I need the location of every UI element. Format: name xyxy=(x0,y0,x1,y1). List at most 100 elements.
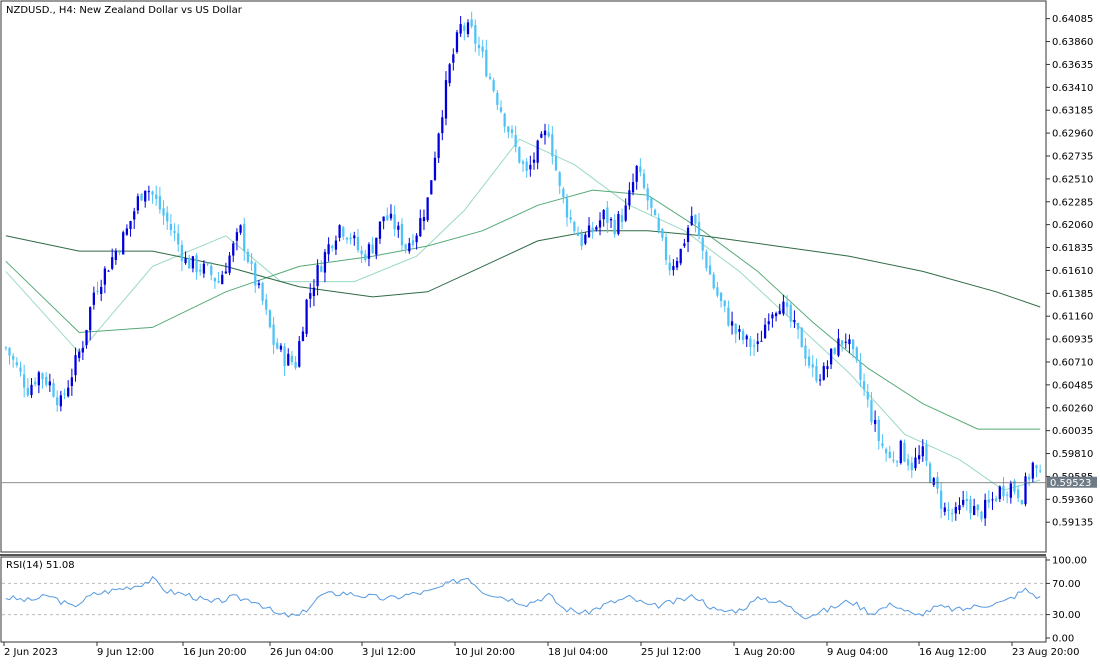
candle xyxy=(650,197,653,217)
candle xyxy=(917,445,921,465)
candle-body xyxy=(668,262,671,271)
candle xyxy=(870,392,873,425)
candle xyxy=(518,146,521,164)
candle xyxy=(829,348,833,370)
candle-body xyxy=(67,387,70,397)
candle xyxy=(730,311,734,335)
candle xyxy=(507,125,510,139)
candle-body xyxy=(217,280,220,283)
candle-body xyxy=(690,215,693,225)
candle-body xyxy=(565,198,569,218)
candle-body xyxy=(837,338,840,356)
candle xyxy=(954,502,957,521)
rsi-panel[interactable]: RSI(14) 51.08 xyxy=(0,556,1047,643)
candle-body xyxy=(554,156,558,171)
chart-title: NZDUSD., H4: New Zealand Dollar vs US Do… xyxy=(6,5,243,16)
candle xyxy=(1031,461,1034,483)
candle xyxy=(877,415,880,450)
candle xyxy=(279,343,283,353)
candle xyxy=(158,187,162,214)
candle-body xyxy=(8,347,11,356)
candle-body xyxy=(408,243,411,252)
candle-body xyxy=(52,383,55,397)
candle-body xyxy=(459,24,462,34)
candle-body xyxy=(1002,485,1005,497)
candle-body xyxy=(584,234,587,244)
candle-body xyxy=(316,265,319,287)
candle-body xyxy=(811,364,814,368)
candle xyxy=(133,207,136,229)
candle xyxy=(540,131,543,139)
time-axis[interactable]: 2 Jun 2023 9 Jun 12:00 16 Jun 20:00 26 Jun … xyxy=(3,642,1079,658)
candle xyxy=(261,281,264,305)
candle xyxy=(323,249,327,283)
candle-body xyxy=(430,180,433,195)
candle xyxy=(712,271,715,290)
candle xyxy=(419,209,422,238)
candle xyxy=(41,372,44,389)
candle-body xyxy=(991,499,994,501)
candle-body xyxy=(606,207,609,223)
candle-body xyxy=(580,233,583,246)
candle xyxy=(562,186,565,204)
candle-body xyxy=(466,22,470,35)
candle-body xyxy=(951,513,954,515)
candle-body xyxy=(367,244,371,259)
candle-body xyxy=(228,255,231,273)
candle-body xyxy=(342,227,345,237)
candle xyxy=(822,362,825,381)
candle xyxy=(301,326,305,342)
candle-body xyxy=(958,505,961,510)
candle xyxy=(455,29,459,54)
candle xyxy=(679,248,682,266)
candle xyxy=(444,71,448,126)
candle xyxy=(844,333,847,349)
candle xyxy=(701,236,704,260)
candle-body xyxy=(741,330,745,341)
candle xyxy=(371,236,374,254)
candle-body xyxy=(807,356,811,366)
candle-body xyxy=(620,215,624,223)
candle xyxy=(147,185,151,201)
candle xyxy=(59,390,62,412)
candle xyxy=(155,185,158,206)
candle xyxy=(613,214,616,238)
candle xyxy=(866,383,869,408)
candle-body xyxy=(122,232,125,255)
candle xyxy=(789,302,792,328)
candle-body xyxy=(562,188,565,198)
candle-body xyxy=(485,49,488,77)
candle-body xyxy=(899,440,902,463)
candle-body xyxy=(375,237,378,255)
candle xyxy=(609,217,613,229)
candle-body xyxy=(818,379,822,381)
candle-body xyxy=(419,218,422,237)
candle xyxy=(668,254,671,276)
candle-body xyxy=(232,243,235,256)
candle-body xyxy=(422,217,426,222)
candle xyxy=(756,333,759,352)
candle-body xyxy=(221,274,224,285)
candle xyxy=(683,238,686,248)
candle-body xyxy=(257,283,261,286)
price-tick-label: 0.61385 xyxy=(1052,289,1093,300)
time-tick-label: 26 Jun 04:00 xyxy=(270,647,334,658)
candle-body xyxy=(81,347,84,353)
candle xyxy=(265,294,268,315)
price-axis[interactable]: 0.64085 0.63860 0.63635 0.63410 0.63185 0.629… xyxy=(1046,14,1093,529)
candle-body xyxy=(738,329,741,332)
candle-body xyxy=(789,304,792,322)
candle xyxy=(246,248,250,264)
candle xyxy=(30,377,33,398)
candle xyxy=(631,173,635,196)
candle xyxy=(815,358,818,383)
price-tick-label: 0.63185 xyxy=(1052,106,1093,117)
candle-body xyxy=(426,197,429,221)
rsi-tick-label: 70.00 xyxy=(1052,579,1081,590)
candle-body xyxy=(345,237,349,240)
candle xyxy=(984,493,987,526)
price-panel[interactable]: NZDUSD., H4: New Zealand Dollar vs US Do… xyxy=(0,0,1047,553)
candle xyxy=(360,245,363,263)
candle-body xyxy=(279,345,283,350)
